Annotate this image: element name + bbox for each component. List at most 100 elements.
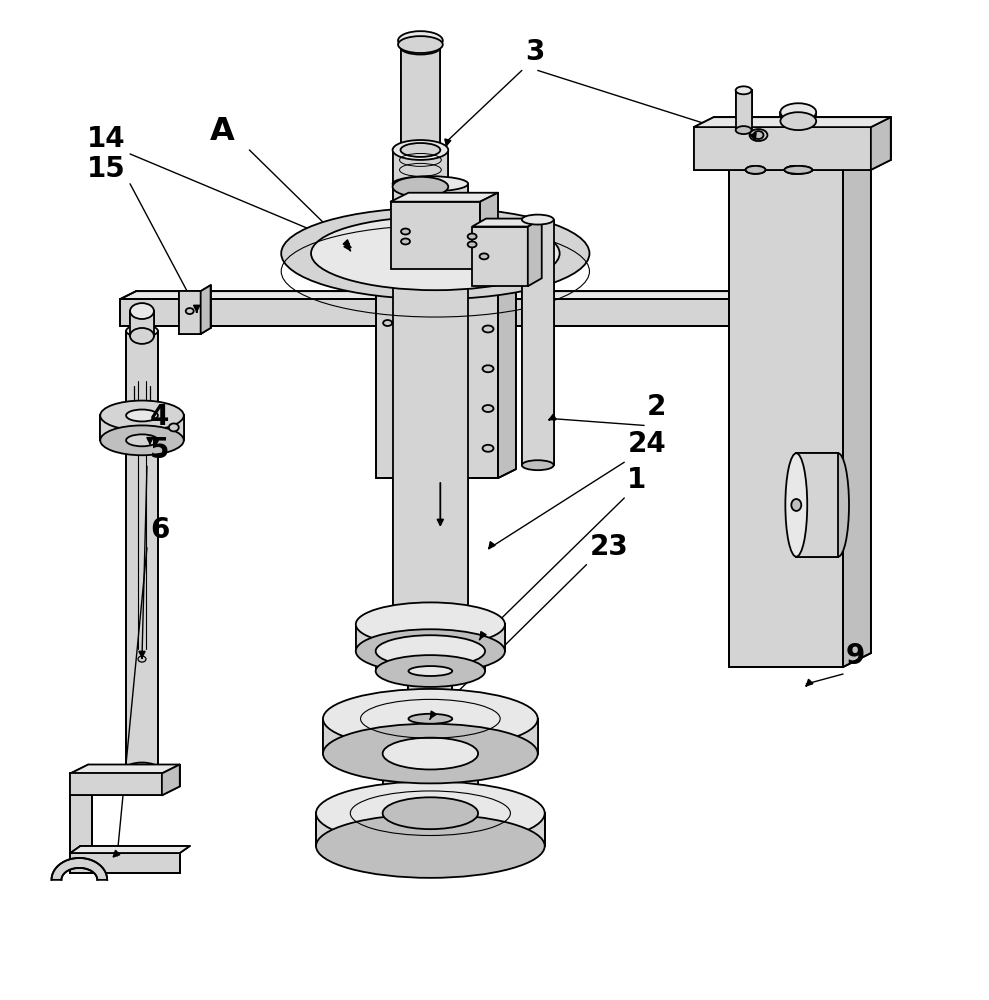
Ellipse shape	[393, 140, 448, 160]
Text: 4: 4	[150, 403, 169, 431]
Ellipse shape	[186, 308, 194, 314]
Text: 1: 1	[627, 466, 647, 494]
Ellipse shape	[383, 320, 392, 326]
Ellipse shape	[785, 453, 807, 557]
Polygon shape	[391, 193, 498, 202]
Polygon shape	[162, 765, 180, 795]
Polygon shape	[100, 415, 184, 440]
Ellipse shape	[780, 103, 816, 121]
Ellipse shape	[408, 666, 452, 676]
Text: 2: 2	[647, 393, 667, 421]
Ellipse shape	[323, 724, 538, 783]
Ellipse shape	[746, 166, 765, 174]
Text: 14: 14	[87, 125, 126, 153]
Ellipse shape	[401, 41, 440, 55]
Ellipse shape	[311, 217, 560, 290]
Ellipse shape	[131, 303, 154, 319]
Ellipse shape	[126, 763, 158, 774]
Polygon shape	[790, 121, 806, 127]
Ellipse shape	[785, 166, 805, 174]
Polygon shape	[70, 853, 180, 873]
Ellipse shape	[323, 689, 538, 749]
Text: 9: 9	[846, 642, 865, 670]
Polygon shape	[376, 284, 516, 293]
Polygon shape	[201, 285, 211, 334]
Polygon shape	[356, 624, 505, 651]
Polygon shape	[70, 765, 180, 773]
Polygon shape	[383, 754, 478, 813]
Polygon shape	[528, 219, 542, 286]
Polygon shape	[376, 293, 498, 478]
Polygon shape	[472, 227, 528, 286]
Ellipse shape	[790, 117, 806, 125]
Polygon shape	[120, 299, 754, 326]
Polygon shape	[729, 156, 871, 170]
Polygon shape	[871, 117, 891, 170]
Polygon shape	[401, 48, 440, 150]
Polygon shape	[393, 150, 448, 187]
Ellipse shape	[398, 36, 443, 53]
Polygon shape	[796, 453, 838, 557]
Polygon shape	[694, 127, 871, 170]
Polygon shape	[70, 773, 162, 795]
Ellipse shape	[383, 738, 478, 769]
Ellipse shape	[754, 131, 764, 139]
Polygon shape	[843, 156, 871, 667]
Ellipse shape	[827, 453, 849, 557]
Polygon shape	[408, 671, 452, 719]
Polygon shape	[736, 90, 752, 130]
Polygon shape	[498, 284, 516, 478]
Ellipse shape	[483, 445, 494, 452]
Polygon shape	[70, 846, 190, 853]
Ellipse shape	[468, 241, 477, 247]
Ellipse shape	[791, 499, 801, 511]
Ellipse shape	[401, 143, 440, 157]
Ellipse shape	[169, 423, 179, 431]
Ellipse shape	[100, 401, 184, 430]
Polygon shape	[179, 291, 201, 334]
Ellipse shape	[785, 166, 805, 174]
Ellipse shape	[393, 176, 468, 191]
Polygon shape	[729, 170, 843, 667]
Ellipse shape	[356, 602, 505, 646]
Polygon shape	[472, 219, 542, 227]
Text: 3: 3	[525, 38, 544, 66]
Ellipse shape	[784, 166, 812, 174]
Ellipse shape	[522, 215, 554, 225]
Ellipse shape	[401, 229, 410, 234]
Ellipse shape	[780, 112, 816, 130]
Polygon shape	[754, 291, 769, 326]
Ellipse shape	[736, 126, 752, 134]
Polygon shape	[70, 795, 92, 858]
Ellipse shape	[131, 328, 154, 344]
Ellipse shape	[483, 365, 494, 372]
Ellipse shape	[126, 410, 158, 421]
Ellipse shape	[398, 31, 443, 50]
Ellipse shape	[126, 434, 158, 446]
Ellipse shape	[100, 425, 184, 455]
Polygon shape	[391, 202, 480, 269]
Polygon shape	[393, 184, 468, 629]
Text: 15: 15	[87, 155, 126, 183]
Ellipse shape	[316, 814, 545, 878]
Ellipse shape	[281, 208, 589, 299]
Polygon shape	[51, 858, 107, 880]
Ellipse shape	[393, 177, 448, 197]
Ellipse shape	[468, 234, 477, 239]
Ellipse shape	[736, 86, 752, 94]
Ellipse shape	[480, 253, 489, 259]
Ellipse shape	[483, 405, 494, 412]
Polygon shape	[120, 291, 769, 299]
Text: 5: 5	[150, 436, 169, 464]
Ellipse shape	[376, 635, 485, 667]
Ellipse shape	[316, 781, 545, 845]
Ellipse shape	[483, 325, 494, 332]
Ellipse shape	[383, 797, 478, 829]
Ellipse shape	[750, 129, 767, 141]
Ellipse shape	[376, 655, 485, 687]
Polygon shape	[323, 719, 538, 754]
Polygon shape	[316, 813, 545, 846]
Ellipse shape	[408, 714, 452, 724]
Ellipse shape	[522, 460, 554, 470]
Polygon shape	[126, 331, 158, 768]
